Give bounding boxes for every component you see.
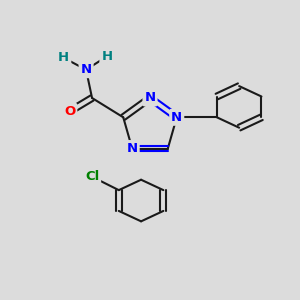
Text: N: N [171, 111, 182, 124]
Text: N: N [144, 92, 156, 104]
Text: H: H [58, 51, 69, 64]
Text: N: N [80, 63, 92, 76]
Text: N: N [127, 142, 138, 155]
Text: O: O [64, 105, 75, 118]
Text: H: H [101, 50, 112, 63]
Text: Cl: Cl [85, 170, 99, 183]
